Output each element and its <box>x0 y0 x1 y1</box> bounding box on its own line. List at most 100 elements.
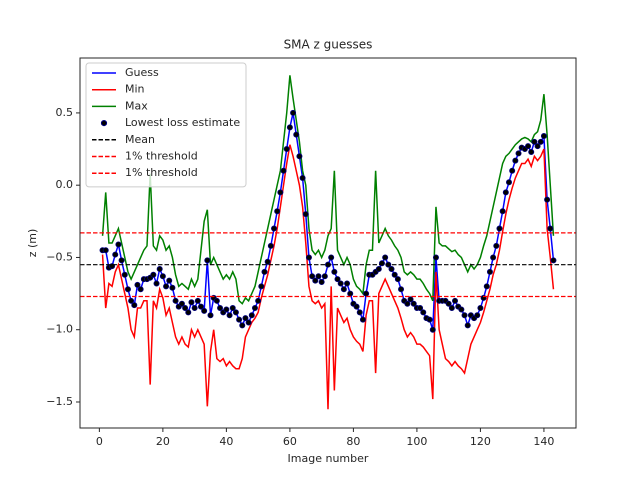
scatter-point <box>166 277 173 284</box>
scatter-point <box>102 247 109 254</box>
scatter-point <box>550 257 557 264</box>
scatter-point <box>525 143 532 150</box>
x-tick-label: 0 <box>96 435 103 448</box>
scatter-point <box>331 268 338 275</box>
y-tick-label: −1.5 <box>46 395 73 408</box>
legend-label: 1% threshold <box>125 166 198 179</box>
scatter-point <box>540 133 547 140</box>
legend-label: Mean <box>125 133 155 146</box>
scatter-point <box>375 266 382 273</box>
scatter-point <box>305 254 312 261</box>
scatter-point <box>515 150 522 157</box>
scatter-point <box>321 273 328 280</box>
plot-area <box>80 75 576 410</box>
scatter-point <box>477 305 484 312</box>
scatter-point <box>290 109 297 116</box>
y-tick-label: 0.5 <box>56 106 74 119</box>
scatter-point <box>217 305 224 312</box>
scatter-point <box>445 300 452 307</box>
scatter-point <box>398 286 405 293</box>
scatter-point <box>344 280 351 287</box>
scatter-point <box>283 146 290 153</box>
scatter-point <box>182 305 189 312</box>
y-tick-label: −1.0 <box>46 323 73 336</box>
scatter-point <box>159 273 166 280</box>
scatter-point <box>201 307 208 314</box>
scatter-point <box>458 306 465 313</box>
scatter-point <box>315 273 322 280</box>
scatter-point <box>464 322 471 329</box>
x-tick-label: 80 <box>346 435 360 448</box>
scatter-point <box>340 286 347 293</box>
scatter-point <box>242 315 249 322</box>
y-axis-label: z (m) <box>26 229 39 258</box>
x-tick-label: 60 <box>283 435 297 448</box>
scatter-point <box>134 281 141 288</box>
scatter-point <box>236 316 243 323</box>
scatter-point <box>432 254 439 261</box>
scatter-point <box>388 266 395 273</box>
scatter-point <box>394 276 401 283</box>
legend-box <box>85 62 247 188</box>
scatter-point <box>537 138 544 145</box>
y-tick-label: 0.0 <box>56 178 74 191</box>
scatter-point <box>299 174 306 181</box>
scatter-point <box>293 131 300 138</box>
scatter-point <box>544 196 551 203</box>
scatter-point <box>410 300 417 307</box>
scatter-point <box>150 271 157 278</box>
scatter-point <box>347 290 354 297</box>
scatter-point <box>280 167 287 174</box>
scatter-point <box>124 286 131 293</box>
scatter-point <box>318 279 325 286</box>
scatter-point <box>229 305 236 312</box>
scatter-point <box>118 257 125 264</box>
scatter-point <box>191 305 198 312</box>
x-tick-label: 40 <box>219 435 233 448</box>
scatter-point <box>363 290 370 297</box>
x-axis-label: Image number <box>288 452 369 465</box>
scatter-point <box>502 189 509 196</box>
scatter-point <box>461 312 468 319</box>
scatter-point <box>420 309 427 316</box>
x-tick-label: 100 <box>406 435 427 448</box>
scatter-point <box>359 316 366 323</box>
scatter-point <box>172 297 179 304</box>
legend-label: Max <box>125 99 148 112</box>
scatter-point <box>496 225 503 232</box>
scatter-point <box>128 297 135 304</box>
scatter-point <box>429 326 436 333</box>
scatter-point <box>404 300 411 307</box>
scatter-point <box>286 124 293 131</box>
scatter-point <box>505 179 512 186</box>
scatter-point <box>223 306 230 313</box>
scatter-point <box>531 138 538 145</box>
scatter-point <box>169 284 176 291</box>
x-tick-label: 120 <box>470 435 491 448</box>
scatter-point <box>239 322 246 329</box>
y-tick-label: −0.5 <box>46 250 73 263</box>
scatter-point <box>356 309 363 316</box>
scatter-point <box>334 276 341 283</box>
scatter-point <box>271 225 278 232</box>
scatter-point <box>232 309 239 316</box>
scatter-point <box>226 312 233 319</box>
scatter-point <box>163 283 170 290</box>
scatter-point <box>486 268 493 275</box>
scatter-point <box>483 283 490 290</box>
scatter-point <box>213 297 220 304</box>
axes-frame <box>79 57 577 429</box>
scatter-point <box>474 312 481 319</box>
scatter-point <box>121 271 128 278</box>
scatter-point <box>251 305 258 312</box>
scatter-point <box>188 299 195 306</box>
chart-title: SMA z guesses <box>284 38 373 52</box>
scatter-point <box>264 258 271 265</box>
scatter-point <box>131 302 138 309</box>
x-tick-label: 20 <box>156 435 170 448</box>
scatter-point <box>452 297 459 304</box>
scatter-point <box>534 143 541 150</box>
scatter-point <box>296 153 303 160</box>
